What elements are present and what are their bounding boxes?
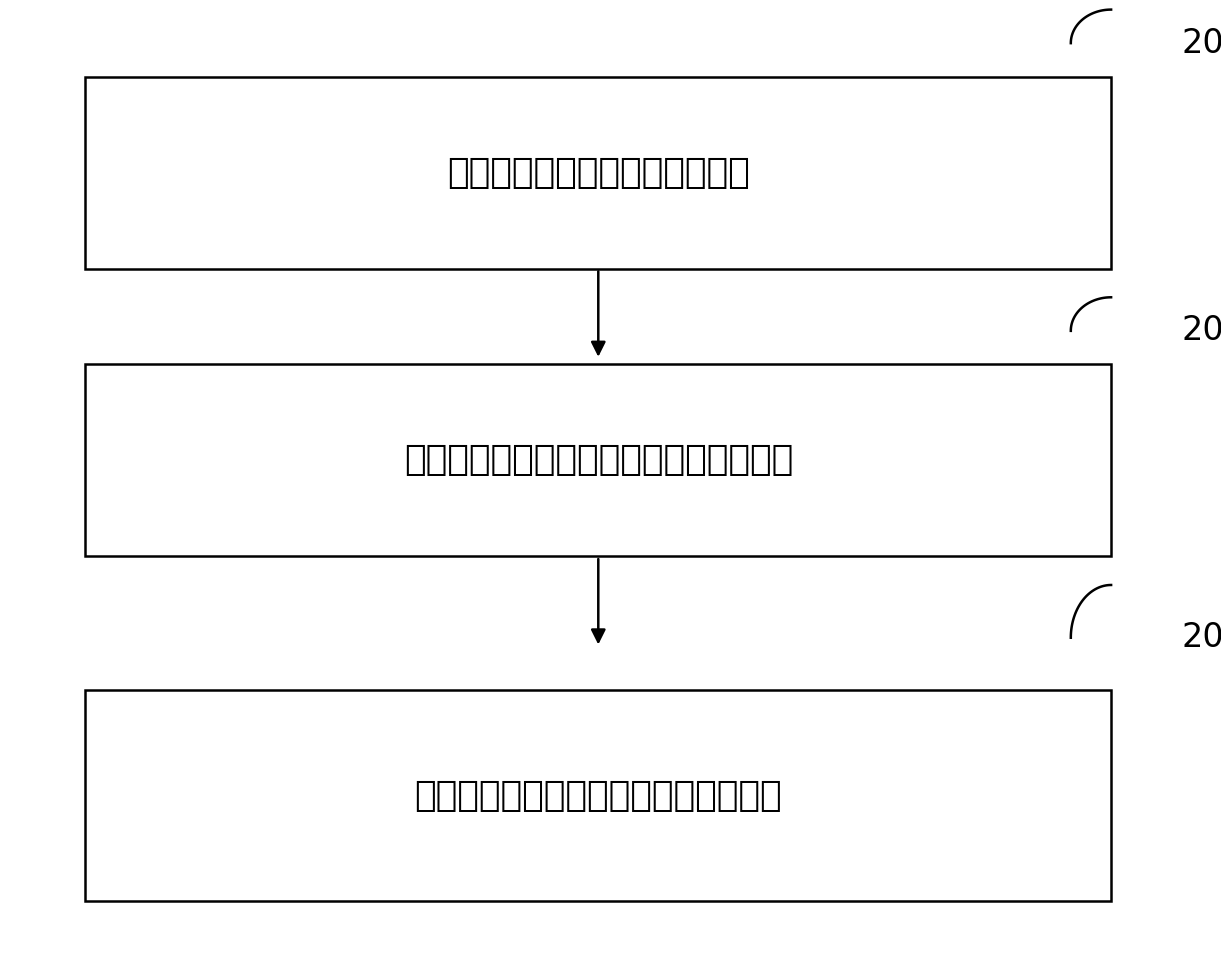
Text: 将二进制的所述平直度值转换成十进制: 将二进制的所述平直度值转换成十进制 (414, 779, 783, 813)
Text: 203: 203 (1182, 621, 1221, 654)
Text: 将平直度值以二进制形式存储到数据库中: 将平直度值以二进制形式存储到数据库中 (404, 443, 792, 478)
Text: 将板形检测数据转化为平直度值: 将板形检测数据转化为平直度值 (447, 155, 750, 190)
Text: 202: 202 (1182, 315, 1221, 347)
FancyBboxPatch shape (85, 364, 1111, 556)
Text: 201: 201 (1182, 27, 1221, 59)
FancyBboxPatch shape (85, 77, 1111, 269)
FancyBboxPatch shape (85, 690, 1111, 901)
